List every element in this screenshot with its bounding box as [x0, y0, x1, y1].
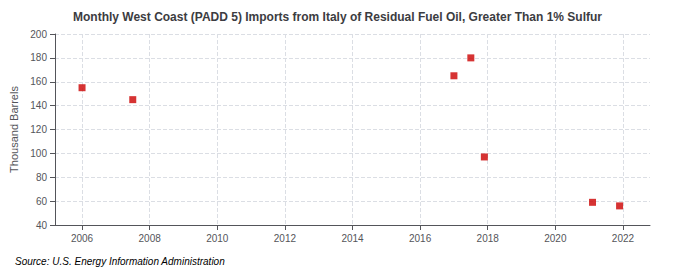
svg-text:40: 40	[36, 220, 48, 231]
svg-text:2012: 2012	[274, 233, 297, 244]
svg-text:140: 140	[30, 100, 47, 111]
svg-text:2010: 2010	[206, 233, 229, 244]
svg-text:2022: 2022	[612, 233, 635, 244]
svg-text:80: 80	[36, 172, 48, 183]
svg-text:2016: 2016	[409, 233, 432, 244]
svg-text:60: 60	[36, 196, 48, 207]
svg-text:2018: 2018	[477, 233, 500, 244]
svg-text:200: 200	[30, 29, 47, 40]
svg-text:180: 180	[30, 52, 47, 63]
svg-text:160: 160	[30, 76, 47, 87]
svg-text:Monthly West Coast (PADD 5) Im: Monthly West Coast (PADD 5) Imports from…	[73, 10, 602, 24]
svg-text:120: 120	[30, 124, 47, 135]
svg-text:2008: 2008	[139, 233, 162, 244]
svg-text:100: 100	[30, 148, 47, 159]
svg-text:Source: U.S. Energy Informatio: Source: U.S. Energy Information Administ…	[15, 256, 225, 267]
svg-text:2014: 2014	[341, 233, 364, 244]
svg-text:2020: 2020	[544, 233, 567, 244]
svg-text:Thousand Barrels: Thousand Barrels	[8, 86, 20, 173]
svg-text:2006: 2006	[71, 233, 94, 244]
